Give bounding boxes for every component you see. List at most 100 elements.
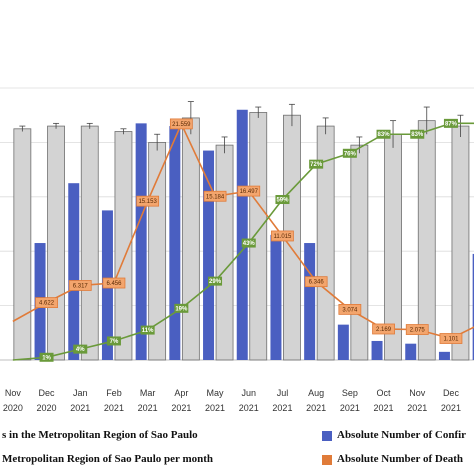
data-label-deaths: 21.559: [172, 122, 191, 128]
marker-green: [376, 129, 391, 139]
x-tick-year: 2020: [3, 403, 23, 413]
bar-grey: [350, 144, 369, 361]
data-label-green: 19%: [175, 306, 188, 312]
x-tick-month: Apr: [174, 388, 188, 398]
bar-confirmed: [405, 343, 417, 360]
x-tick-month: Nov: [5, 388, 22, 398]
x-tick-month: Jan: [73, 388, 88, 398]
marker-green: [410, 129, 425, 139]
marker-green: [241, 238, 256, 248]
data-label-green: 83%: [411, 132, 424, 138]
bar-grey: [47, 125, 65, 361]
marker-deaths: [102, 277, 126, 289]
bar-confirmed: [304, 243, 316, 360]
marker-green: [342, 148, 357, 158]
bar-confirmed: [169, 126, 181, 360]
marker-deaths: [35, 297, 58, 309]
data-label-green: 83%: [378, 132, 391, 138]
data-label-green: 7%: [110, 339, 119, 345]
legend-text-deaths: Absolute Number of Death: [337, 453, 463, 465]
bars: [13, 101, 474, 361]
x-tick-year: 2021: [374, 403, 394, 413]
marker-green: [275, 195, 290, 205]
marker-deaths: [237, 185, 261, 197]
bar-grey: [417, 120, 436, 361]
marker-deaths: [338, 304, 362, 315]
marker-deaths: [271, 230, 294, 242]
marker-deaths: [169, 118, 193, 130]
x-tick-month: Mar: [140, 388, 156, 398]
legend-swatch-deaths: [322, 455, 332, 465]
marker-deaths: [372, 323, 395, 335]
data-label-deaths: 2.075: [410, 328, 426, 334]
marker-green: [106, 336, 121, 346]
bar-confirmed: [68, 183, 80, 360]
marker-deaths: [136, 195, 160, 207]
bar-grey: [215, 144, 234, 361]
x-tick-month: Dec: [39, 388, 56, 398]
data-label-green: 4%: [76, 347, 85, 353]
marker-green: [39, 352, 54, 362]
legend-text-confirmed: Absolute Number of Confir: [337, 429, 467, 441]
x-tick-month: Sep: [342, 388, 358, 398]
data-label-deaths: 16.497: [240, 189, 259, 195]
x-tick-month: Jun: [241, 388, 256, 398]
marker-green: [140, 325, 155, 335]
bar-confirmed: [438, 351, 450, 360]
marker-deaths: [203, 190, 227, 202]
bar-confirmed: [371, 340, 383, 360]
x-tick-labels: Nov 2020 Dec 2020 Jan 2021 Feb 2021 Mar 2021 Apr 20…: [3, 388, 461, 413]
data-label-deaths: 15.184: [206, 194, 225, 200]
data-label-green: 76%: [344, 151, 357, 157]
x-tick-year: 2021: [306, 403, 326, 413]
x-tick-year: 2021: [205, 403, 225, 413]
x-tick-year: 2020: [37, 403, 57, 413]
x-tick-year: 2021: [171, 403, 191, 413]
marker-green: [309, 159, 324, 169]
x-tick-year: 2021: [407, 403, 427, 413]
marker-green: [73, 344, 88, 354]
data-label-deaths: 3.074: [342, 307, 358, 313]
legend-swatch-confirmed: [322, 431, 332, 441]
data-label-green: 59%: [276, 198, 289, 204]
data-label-deaths: 4.622: [39, 301, 55, 307]
bar-confirmed: [472, 253, 474, 360]
marker-deaths: [68, 280, 92, 291]
marker-deaths: [439, 333, 463, 344]
x-tick-year: 2021: [441, 403, 461, 413]
data-label-green: 11%: [142, 328, 154, 334]
x-tick-month: Dec: [443, 388, 460, 398]
legend-text-left-2: Metropolitan Region of Sao Paulo per mon…: [2, 453, 214, 465]
x-tick-year: 2021: [104, 403, 124, 413]
x-tick-year: 2021: [272, 403, 292, 413]
marker-deaths: [304, 276, 328, 288]
data-label-green: 43%: [243, 241, 256, 247]
bar-grey: [13, 128, 32, 361]
data-label-deaths: 15.153: [138, 199, 157, 205]
x-tick-year: 2021: [239, 403, 259, 413]
bar-grey: [181, 117, 200, 361]
data-label-deaths: 11.015: [273, 234, 292, 240]
x-tick-month: Aug: [308, 388, 324, 398]
data-label-green: 72%: [310, 162, 323, 168]
x-tick-month: Nov: [409, 388, 426, 398]
data-label-green: 29%: [209, 279, 222, 285]
marker-green: [174, 303, 189, 313]
x-tick-year: 2021: [138, 403, 158, 413]
bar-confirmed: [270, 234, 282, 360]
data-label-deaths: 6.317: [73, 283, 89, 289]
marker-green: [443, 118, 458, 128]
data-label-deaths: 6.346: [309, 280, 325, 286]
bar-confirmed: [203, 150, 215, 360]
bar-grey: [451, 125, 470, 361]
x-tick-month: Jul: [277, 388, 289, 398]
bar-confirmed: [236, 109, 248, 360]
x-tick-month: Feb: [106, 388, 122, 398]
bar-grey: [249, 112, 268, 361]
legend-text-left-1: s in the Metropolitan Region of Sao Paul…: [2, 429, 198, 441]
bar-confirmed: [337, 324, 349, 360]
x-tick-year: 2021: [70, 403, 90, 413]
marker-deaths: [405, 324, 429, 335]
data-label-green: 1%: [42, 355, 51, 361]
